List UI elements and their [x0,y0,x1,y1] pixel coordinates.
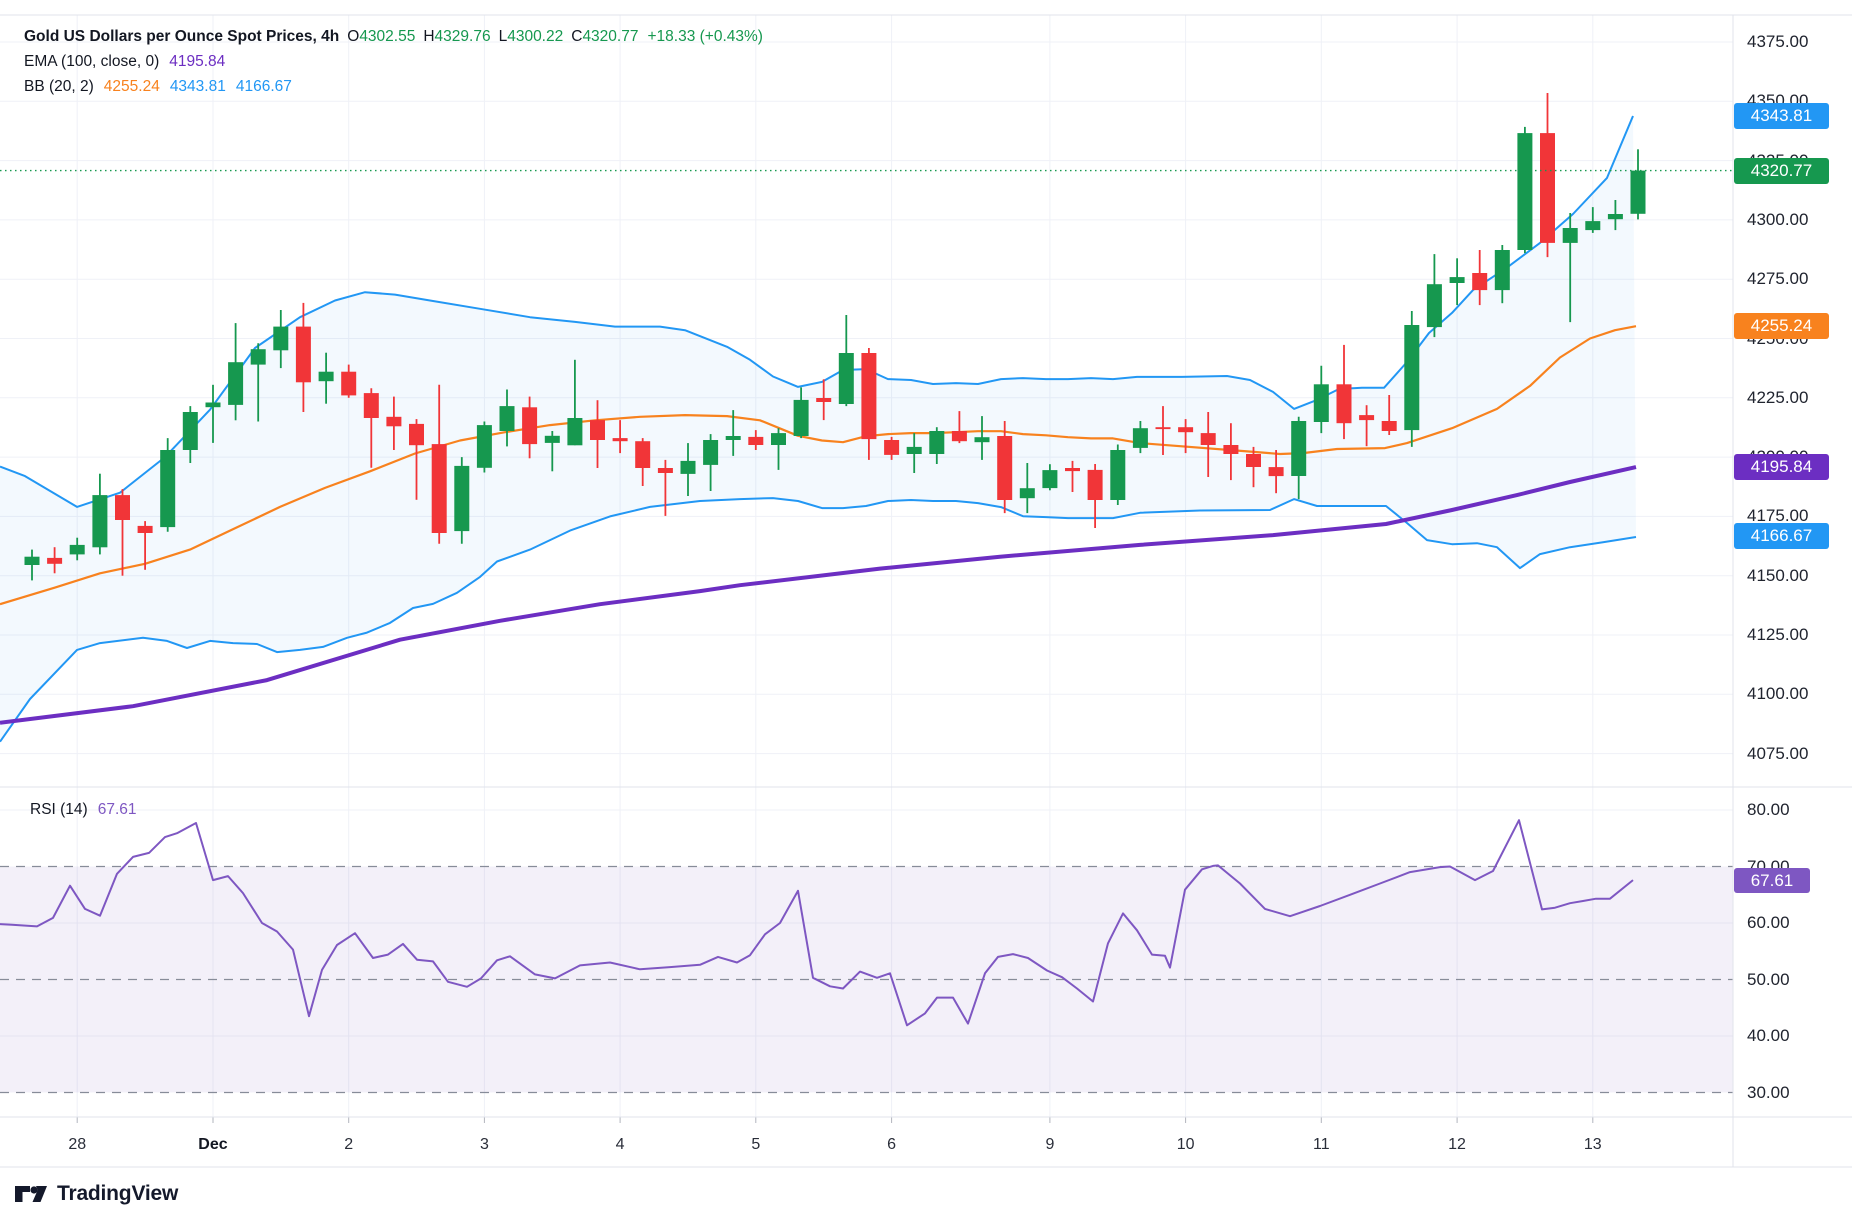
price-axis-label: 4375.00 [1747,32,1809,51]
low-value: 4300.22 [507,28,564,45]
time-axis-label-12: 12 [1448,1136,1466,1153]
rsi-axis-label: 50.00 [1747,969,1790,989]
time-axis-label-5: 5 [751,1136,761,1153]
time-axis-label-11: 11 [1313,1136,1330,1153]
price-axis-label: 4225.00 [1747,387,1809,407]
close-value: 4320.77 [582,28,639,45]
price-axis-label: 4100.00 [1747,684,1809,704]
bb-label: BB (20, 2) [24,78,94,95]
rsi-axis-label: 40.00 [1747,1026,1790,1045]
brand-text: TradingView [57,1182,179,1205]
rsi-axis-label: 80.00 [1747,800,1790,819]
legend-main-series[interactable]: Gold US Dollars per Ounce Spot Prices, 4… [24,24,763,49]
last-price-badge: 4320.77 [1734,157,1829,184]
ema-value: 4195.84 [169,53,226,70]
open-label: O [347,28,360,45]
bb-lower-value: 4166.67 [235,78,292,95]
ema-label: EMA (100, close, 0) [24,53,160,70]
price-axis-label: 4125.00 [1747,625,1809,644]
legend-rsi[interactable]: RSI (14) 67.61 [30,801,137,819]
low-label: L [498,28,508,45]
symbol-title[interactable]: Gold US Dollars per Ounce Spot Prices, 4… [24,28,340,45]
rsi-label: RSI (14) [30,801,88,818]
rsi-axis-label: 60.00 [1747,913,1790,932]
time-axis-label-9: 9 [1045,1136,1055,1153]
price-axis-label: 4075.00 [1747,743,1809,763]
price-axis-label: 4275.00 [1747,269,1809,289]
bb-basis-badge: 4255.24 [1734,313,1829,340]
rsi-axis-label: 30.00 [1747,1082,1790,1102]
ema-badge: 4195.84 [1734,453,1829,480]
rsi-badge: 67.61 [1734,867,1810,893]
rsi-value: 67.61 [97,801,137,818]
time-axis-label-10: 10 [1176,1136,1195,1153]
bb-basis-value: 4255.24 [103,78,160,95]
bb-lower-badge: 4166.67 [1734,523,1829,550]
legend-bb[interactable]: BB (20, 2) 4255.24 4343.81 4166.67 [24,74,763,99]
change-value: +18.33 (+0.43%) [647,28,763,45]
close-label: C [571,28,583,45]
tradingview-logo[interactable]: TradingView [15,1182,178,1206]
legend-ema[interactable]: EMA (100, close, 0) 4195.84 [24,49,763,74]
high-value: 4329.76 [434,28,491,45]
open-value: 4302.55 [359,28,416,45]
chart-legend: Gold US Dollars per Ounce Spot Prices, 4… [24,24,763,99]
time-axis-label-28: 28 [68,1136,87,1153]
tradingview-logo-icon [15,1186,47,1202]
time-axis-label-6: 6 [887,1136,896,1153]
price-axis-label: 4175.00 [1747,506,1809,526]
time-axis-label-3: 3 [479,1136,489,1153]
bb-upper-value: 4343.81 [169,78,226,95]
bb-upper-badge: 4343.81 [1734,102,1829,129]
price-axis-label: 4300.00 [1747,209,1809,229]
time-axis-label-dec: Dec [198,1136,228,1153]
time-axis-label-4: 4 [615,1136,625,1153]
price-axis-label: 4150.00 [1747,565,1809,585]
time-axis-label-2: 2 [344,1136,354,1153]
high-label: H [423,28,435,45]
time-axis-label-13: 13 [1583,1136,1602,1153]
